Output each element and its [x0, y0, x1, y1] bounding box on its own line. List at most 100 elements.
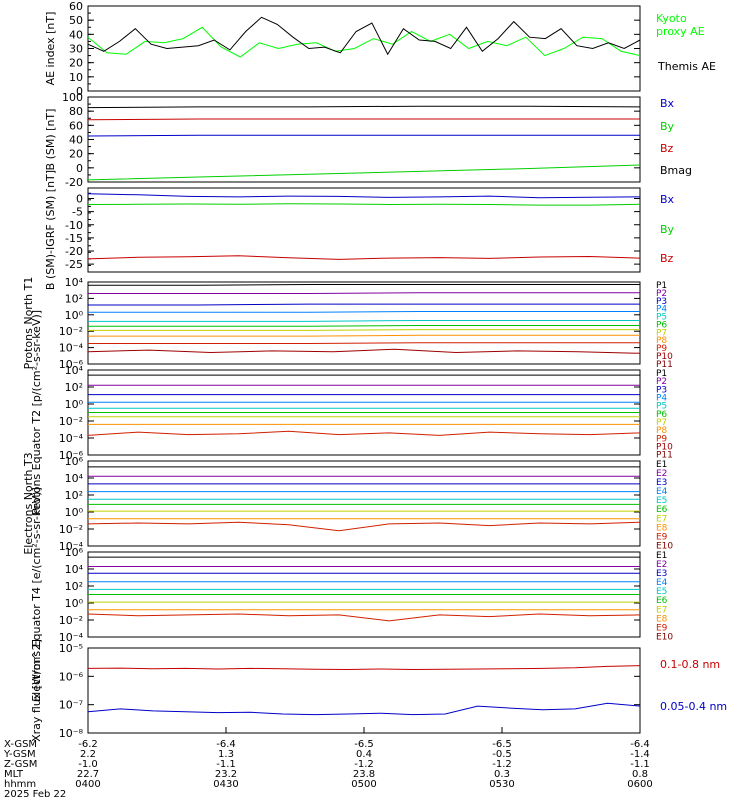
y-tick-label: 10⁻⁶ [59, 449, 84, 462]
legend-entry: E9 [656, 532, 668, 542]
legend-proxy-ae: proxy AE [656, 25, 705, 38]
y-tick-label: 10⁻⁴ [59, 342, 84, 355]
series-line-p10 [87, 348, 641, 354]
y-tick-label: 10⁶ [65, 546, 84, 559]
y-axis-label: Electrons North T3 [22, 452, 35, 554]
y-tick-label: 10⁻² [59, 325, 83, 338]
legend-entry: P9 [656, 344, 667, 354]
legend-entry: P3 [656, 385, 667, 395]
legend-themis-ae: Themis AE [657, 60, 716, 73]
legend-entry: P11 [656, 451, 673, 461]
y-tick-label: -5 [72, 206, 83, 219]
series-line-p9 [88, 342, 640, 344]
y-tick-label: 10⁴ [65, 364, 84, 377]
y-tick-label: 60 [69, 0, 83, 13]
ephemeris-value: 0430 [213, 779, 238, 790]
y-tick-label: 50 [69, 14, 83, 27]
panel-frame [87, 281, 641, 365]
ephemeris-value: 0600 [627, 779, 652, 790]
ephemeris-value: 0.8 [632, 769, 648, 780]
legend-entry: P7 [656, 418, 667, 428]
date-label: 2025 Feb 22 [4, 789, 66, 800]
y-tick-label: 10² [65, 580, 83, 593]
y-axis-label: B (SM)-IGRF (SM) [nT] [44, 170, 57, 290]
series-line-bmag [87, 105, 641, 109]
y-tick-label: 10⁰ [65, 309, 84, 322]
ephemeris-row-label: X-GSM [4, 739, 37, 750]
y-tick-label: 100 [62, 91, 83, 104]
y-tick-label: 10⁻² [59, 415, 83, 428]
ephemeris-row-label: MLT [4, 769, 24, 780]
y-tick-label: 10⁻⁵ [59, 642, 83, 655]
legend-entry: P8 [656, 336, 667, 346]
legend-entry: E8 [656, 523, 668, 533]
y-tick-label: -20 [65, 176, 83, 189]
legend-entry: E6 [656, 596, 668, 606]
y-tick-label: -25 [65, 258, 83, 271]
legend-entry: E4 [656, 487, 668, 497]
legend-entry: E5 [656, 587, 667, 597]
legend-entry: Bz [660, 252, 674, 265]
ephemeris-row-label: Y-GSM [3, 749, 36, 760]
y-tick-label: 10² [65, 381, 83, 394]
series-line-p8 [88, 334, 640, 337]
y-tick-label: 10⁻⁶ [59, 358, 84, 371]
y-tick-label: 10⁰ [65, 398, 84, 411]
y-tick-label: -20 [65, 245, 83, 258]
ephemeris-value: -6.5 [492, 739, 512, 750]
legend-entry: P3 [656, 297, 667, 307]
panel-frame [87, 647, 641, 734]
ephemeris-value: 0.4 [356, 749, 372, 760]
y-axis-label: Protons North T1 [22, 277, 35, 370]
legend-entry: P2 [656, 377, 667, 387]
series-line-p6 [88, 325, 640, 327]
legend-entry: E6 [656, 505, 668, 515]
legend-entry: 0.05-0.4 nm [660, 700, 727, 713]
y-tick-label: 40 [69, 28, 83, 41]
legend-entry: E5 [656, 496, 667, 506]
y-axis-label: Protons Equator T2 [p/(cm²-s-sr-keV)] [30, 310, 43, 515]
series-line-themis-ae [87, 16, 641, 56]
ephemeris-value: 22.7 [77, 769, 99, 780]
ephemeris-row-label: Z-GSM [4, 759, 37, 770]
legend-entry: E10 [656, 541, 673, 551]
y-tick-label: 10⁻² [59, 523, 83, 536]
series-line-0-1-0-8-nm [87, 665, 641, 671]
ephemeris-value: 0400 [75, 779, 100, 790]
ephemeris-value: 0.3 [494, 769, 510, 780]
legend-entry: P2 [656, 289, 667, 299]
y-tick-label: 10⁴ [65, 276, 84, 289]
legend-entry: Bmag [660, 164, 692, 177]
ephemeris-value: -1.1 [630, 759, 650, 770]
y-axis-label: AE index [nT] [44, 12, 57, 86]
series-line-p7 [88, 329, 640, 331]
ephemeris-value: -1.4 [630, 749, 650, 760]
panel-frame [87, 460, 641, 547]
series-line-p2 [88, 292, 640, 294]
legend-entry: Bz [660, 142, 674, 155]
series-line-0-05-0-4-nm [87, 702, 641, 716]
legend-entry: P11 [656, 360, 673, 370]
legend-entry: P5 [656, 313, 667, 323]
ephemeris-value: 23.2 [215, 769, 237, 780]
ephemeris-value: 1.3 [218, 749, 234, 760]
legend-entry: E1 [656, 551, 667, 561]
legend-entry: E10 [656, 632, 673, 642]
y-tick-label: -15 [65, 232, 83, 245]
legend-entry: By [660, 223, 675, 236]
series-line-bz [87, 118, 640, 121]
y-tick-label: 60 [69, 119, 83, 132]
ephemeris-value: -1.2 [492, 759, 512, 770]
legend-entry: P4 [656, 394, 667, 404]
series-line-p4 [88, 311, 640, 313]
y-tick-label: 10⁰ [65, 597, 84, 610]
y-tick-label: 10⁴ [65, 563, 84, 576]
series-line-bx [87, 193, 641, 199]
y-tick-label: 10⁰ [65, 506, 84, 519]
legend-entry: P10 [656, 443, 673, 453]
y-tick-label: 10² [65, 489, 83, 502]
ephemeris-value: 0530 [489, 779, 514, 790]
y-tick-label: 20 [69, 57, 83, 70]
series-line-p3 [88, 303, 640, 306]
legend-entry: P1 [656, 281, 667, 291]
